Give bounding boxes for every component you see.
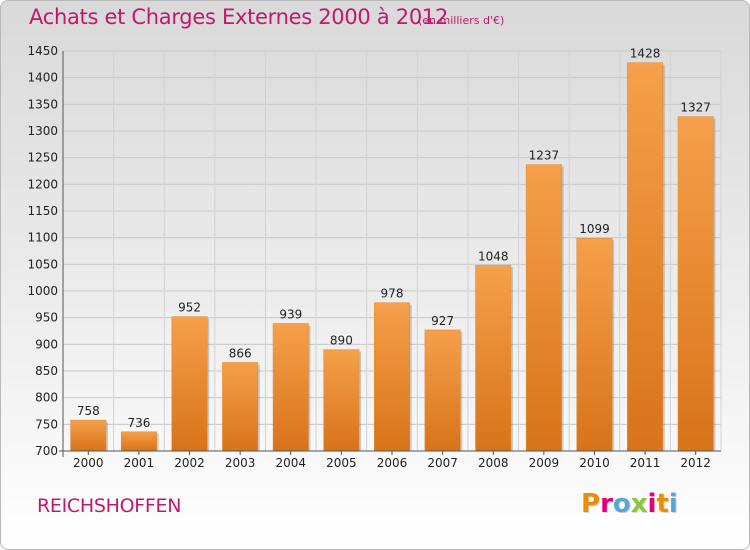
y-tick-label: 1000 — [27, 284, 58, 298]
bar[interactable] — [627, 62, 664, 452]
data-label: 866 — [229, 346, 252, 360]
data-label: 1327 — [680, 101, 711, 115]
y-tick-label: 900 — [35, 337, 58, 351]
bar[interactable] — [323, 349, 360, 452]
data-label: 1099 — [579, 222, 610, 236]
bar[interactable] — [70, 419, 107, 452]
bar[interactable] — [374, 302, 410, 452]
x-tick-label: 2004 — [275, 456, 306, 470]
y-tick-label: 1150 — [27, 204, 58, 218]
bar[interactable] — [272, 323, 309, 452]
x-tick-label: 2009 — [529, 456, 560, 470]
y-tick-label: 700 — [35, 444, 58, 458]
y-tick-label: 1200 — [27, 177, 58, 191]
x-tick-label: 2007 — [427, 456, 458, 470]
y-tick-label: 1400 — [27, 71, 58, 85]
data-label: 1237 — [529, 149, 560, 163]
logo-letter: r — [600, 489, 613, 519]
bar[interactable] — [424, 329, 461, 452]
y-tick-label: 1300 — [27, 124, 58, 138]
y-tick-label: 950 — [35, 311, 58, 325]
x-tick-label: 2006 — [377, 456, 408, 470]
data-label: 939 — [279, 308, 302, 322]
x-tick-label: 2001 — [124, 456, 155, 470]
y-tick-label: 1050 — [27, 257, 58, 271]
data-label: 978 — [381, 287, 404, 301]
y-tick-label: 800 — [35, 391, 58, 405]
bar[interactable] — [120, 431, 157, 452]
logo-letter: P — [581, 489, 601, 519]
proxiti-logo[interactable]: Proxiti — [581, 489, 678, 519]
bar[interactable] — [222, 362, 259, 452]
data-label: 952 — [178, 301, 201, 315]
y-tick-label: 850 — [35, 364, 58, 378]
y-tick-label: 1100 — [27, 231, 58, 245]
logo-letter: x — [630, 489, 648, 519]
y-tick-label: 1450 — [27, 44, 58, 58]
bar[interactable] — [576, 237, 613, 452]
logo-letter: o — [612, 489, 631, 519]
data-label: 758 — [77, 404, 100, 418]
data-label: 736 — [127, 416, 150, 430]
x-tick-label: 2002 — [174, 456, 205, 470]
x-tick-label: 2010 — [579, 456, 610, 470]
x-tick-label: 2012 — [680, 456, 711, 470]
y-tick-label: 1350 — [27, 97, 58, 111]
chart-unit: (en milliers d'€) — [418, 14, 505, 27]
x-tick-label: 2008 — [478, 456, 509, 470]
bar[interactable] — [525, 164, 562, 452]
x-tick-label: 2011 — [630, 456, 661, 470]
logo-letter: i — [647, 489, 657, 519]
bar[interactable] — [171, 316, 208, 452]
bar[interactable] — [475, 265, 512, 452]
data-label: 1048 — [478, 249, 509, 263]
chart-title: Achats et Charges Externes 2000 à 2012 — [29, 5, 449, 29]
commune-name: REICHSHOFFEN — [37, 495, 182, 517]
logo-letter: i — [668, 489, 678, 519]
y-tick-label: 1250 — [27, 151, 58, 165]
data-label: 927 — [431, 314, 454, 328]
data-label: 890 — [330, 334, 353, 348]
x-tick-label: 2005 — [326, 456, 357, 470]
y-tick-label: 750 — [35, 417, 58, 431]
x-tick-label: 2000 — [73, 456, 104, 470]
x-tick-label: 2003 — [225, 456, 256, 470]
data-label: 1428 — [630, 47, 661, 61]
bar[interactable] — [677, 116, 714, 452]
logo-letter: t — [656, 489, 669, 519]
